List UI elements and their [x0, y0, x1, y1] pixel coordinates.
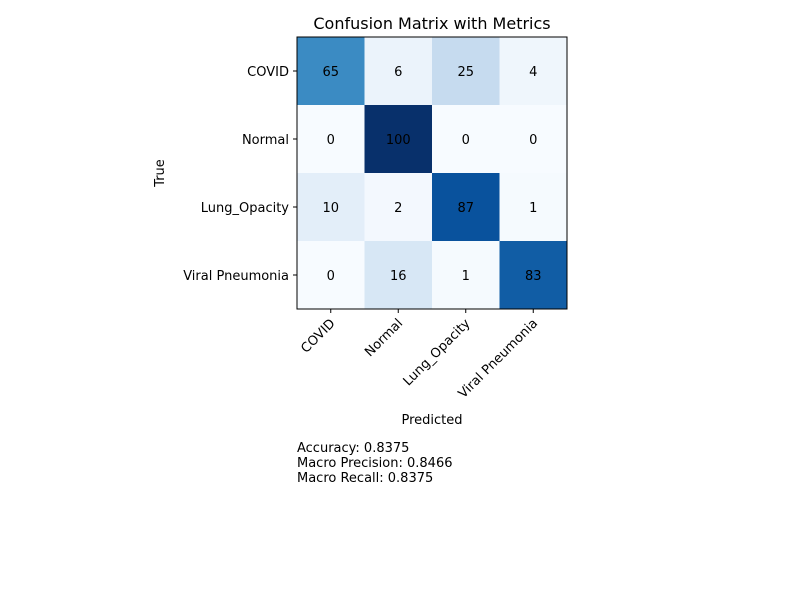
cell-value-label: 100 [386, 133, 411, 148]
cell-value-label: 1 [529, 201, 537, 216]
heatmap-cell [297, 105, 365, 174]
cell-value-label: 65 [322, 65, 339, 80]
cell-value-label: 83 [525, 269, 542, 284]
cell-value-label: 0 [529, 133, 537, 148]
cell-value-label: 25 [457, 65, 474, 80]
y-tick-label: Lung_Opacity [201, 201, 290, 216]
y-axis-ticks: COVID Normal Lung_Opacity Viral Pneumonia [183, 65, 297, 284]
chart-title: Confusion Matrix with Metrics [313, 14, 550, 33]
plot-frame [296, 36, 568, 310]
cell-value-label: 4 [529, 65, 537, 80]
heatmap-cell [364, 241, 433, 310]
y-tick-label: COVID [247, 65, 289, 80]
heatmap-cell [432, 173, 500, 242]
y-axis-label: True [153, 159, 168, 188]
x-tick-label: Lung_Opacity [401, 316, 474, 389]
heatmap-cell [297, 241, 365, 310]
macro-recall-metric: Macro Recall: 0.8375 [297, 471, 434, 486]
cell-value-label: 0 [327, 269, 335, 284]
heatmap-cell [499, 37, 568, 106]
heatmap-cell [297, 173, 365, 242]
cell-value-label: 87 [457, 201, 474, 216]
heatmap-cell [432, 37, 500, 106]
x-axis-label: Predicted [401, 413, 462, 428]
y-tick-label: Viral Pneumonia [183, 269, 289, 284]
cell-value-label: 10 [322, 201, 339, 216]
cell-value-label: 1 [462, 269, 470, 284]
heatmap-cell [364, 173, 433, 242]
heatmap-cell [499, 173, 568, 242]
cell-value-label: 16 [390, 269, 407, 284]
metrics-text-block: Accuracy: 0.8375 Macro Precision: 0.8466… [297, 441, 452, 486]
heatmap-cell [499, 105, 568, 174]
cell-value-label: 2 [394, 201, 402, 216]
cell-value-label: 0 [327, 133, 335, 148]
y-tick-label: Normal [242, 133, 289, 148]
macro-precision-metric: Macro Precision: 0.8466 [297, 456, 453, 471]
x-tick-label: COVID [298, 316, 338, 356]
heatmap-cell [364, 37, 433, 106]
accuracy-metric: Accuracy: 0.8375 [297, 441, 410, 456]
cell-value-label: 6 [394, 65, 402, 80]
x-tick-label: Normal [362, 316, 406, 360]
heatmap-cell [297, 37, 365, 106]
heatmap-cell [499, 241, 568, 310]
heatmap-cell [432, 241, 500, 310]
heatmap-cell [432, 105, 500, 174]
heatmap-cell [364, 105, 433, 174]
heatmap-cells [297, 37, 568, 310]
cell-value-labels: 65 6 25 40 100 0 010 2 87 10 16 1 83 [322, 65, 541, 284]
cell-value-label: 0 [462, 133, 470, 148]
